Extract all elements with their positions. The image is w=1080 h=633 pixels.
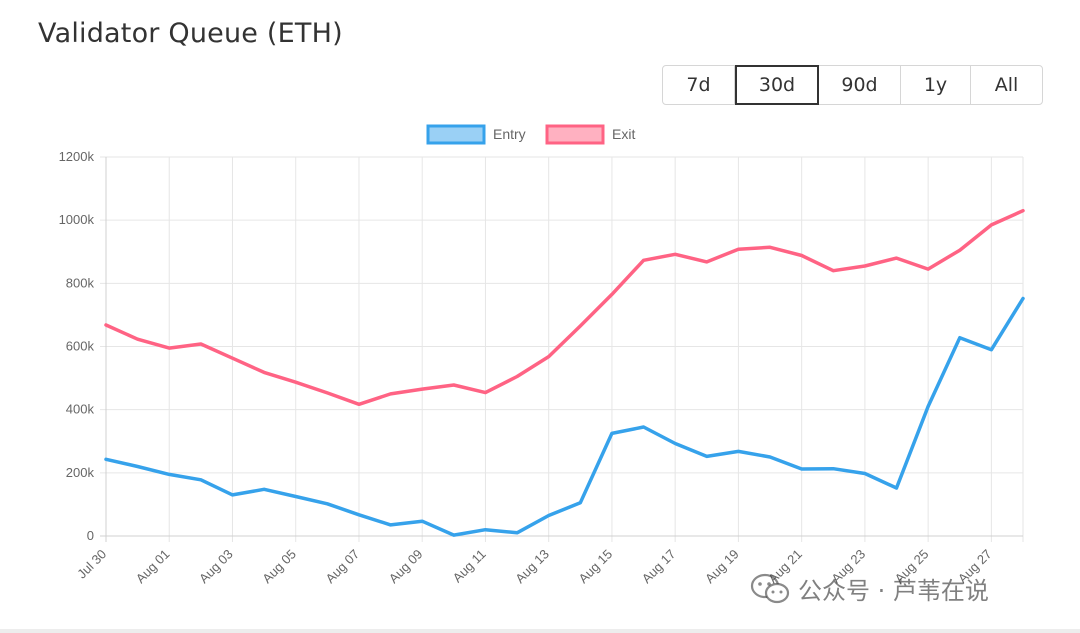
y-tick-label: 800k [66,275,95,290]
y-tick-label: 1200k [59,149,95,164]
watermark-text: 公众号 · 芦苇在说 [798,577,989,605]
wechat-icon [750,573,790,603]
series-exit [104,208,1025,407]
watermark: 公众号 · 芦苇在说 [750,571,989,606]
x-tick-label: Aug 13 [512,546,552,586]
range-button-90d[interactable]: 90d [819,66,901,104]
x-tick-label: Aug 11 [450,546,489,585]
y-tick-label: 200k [66,465,95,480]
legend-label-entry: Entry [493,126,526,142]
range-button-1y[interactable]: 1y [901,66,971,104]
x-tick-label: Aug 09 [386,546,426,586]
series-line-entry[interactable] [104,296,1025,537]
x-tick-label: Aug 03 [196,546,236,586]
series-layer [104,208,1025,537]
x-tick-label: Aug 19 [702,546,742,586]
legend-label-exit: Exit [612,126,635,142]
time-range-selector: 7d 30d 90d 1y All [662,65,1043,105]
y-tick-label: 600k [66,339,95,354]
y-tick-label: 1000k [59,212,95,227]
x-tick-label: Aug 01 [133,546,173,586]
range-button-all[interactable]: All [994,74,1019,96]
y-axis: 0 200k 400k 600k 800k 1000k 1200k [59,149,107,543]
y-tick-label: 0 [87,528,94,543]
y-tick-label: 400k [66,402,95,417]
x-tick-label: Aug 07 [323,546,363,586]
range-button-7d[interactable]: 7d [663,66,735,104]
grid [100,156,1024,542]
series-entry [104,296,1025,537]
validator-queue-chart: Entry Exit 0 200k 400k 600k 800k 1000k 1200k J… [59,124,1025,586]
x-tick-label: Aug 17 [639,546,679,586]
divider [0,629,1080,633]
series-line-exit[interactable] [104,208,1025,407]
legend-swatch-entry[interactable] [426,124,486,145]
x-tick-label: Aug 15 [575,546,615,586]
page-title: Validator Queue (ETH) [38,18,343,49]
x-tick-label: Jul 30 [74,546,109,581]
range-button-30d[interactable]: 30d [735,65,819,105]
x-tick-label: Aug 05 [259,546,299,586]
legend-swatch-exit[interactable] [545,124,605,145]
chart-legend: Entry Exit [426,124,635,145]
